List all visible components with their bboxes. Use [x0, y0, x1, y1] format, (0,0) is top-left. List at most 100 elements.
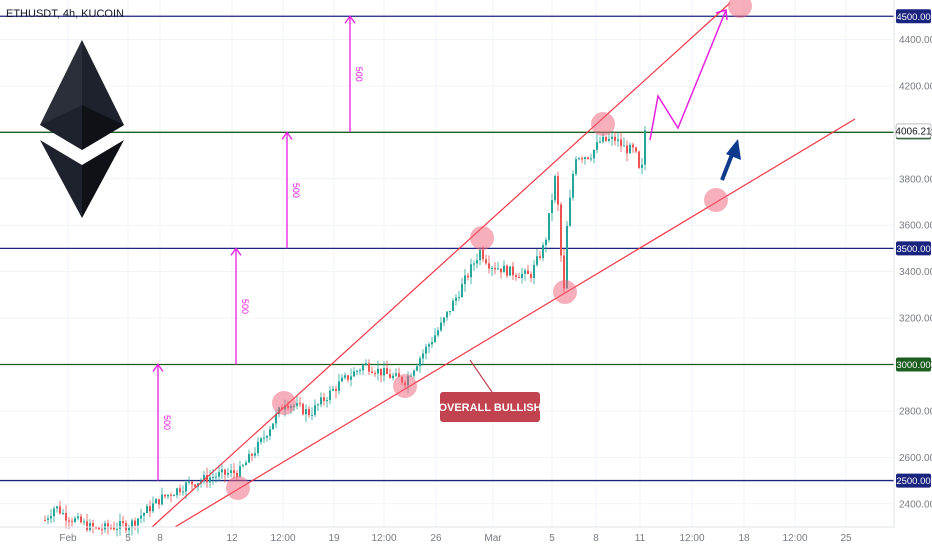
- candle-100: [344, 372, 346, 380]
- candle-151: [497, 261, 499, 270]
- candle-145: [479, 246, 481, 266]
- candle-127: [425, 343, 427, 360]
- candle-96: [332, 385, 334, 392]
- candle-1: [47, 514, 49, 525]
- candle-149: [491, 266, 493, 277]
- candle-39: [161, 487, 163, 506]
- candle-115: [389, 368, 391, 379]
- candle-36: [152, 496, 154, 514]
- channel-upper-line: [151, 2, 731, 528]
- candle-88: [308, 406, 310, 418]
- y-tick-label-6: 3600.00: [899, 221, 932, 232]
- candle-155: [509, 266, 511, 276]
- candle-65: [239, 460, 241, 478]
- candle-59: [221, 464, 223, 479]
- candle-176: [572, 170, 574, 201]
- x-tick-label-15: 25: [840, 533, 852, 544]
- candle-108: [368, 359, 370, 376]
- candle-37: [155, 497, 157, 504]
- candle-116: [392, 372, 394, 381]
- candle-148: [488, 255, 490, 274]
- candle-181: [587, 156, 589, 161]
- candle-101: [347, 374, 349, 383]
- candle-164: [536, 248, 538, 267]
- y-tick-label-5: 3400.00: [899, 267, 932, 278]
- candle-154: [506, 264, 508, 279]
- candle-138: [458, 290, 460, 302]
- candle-112: [380, 368, 382, 383]
- candle-162: [530, 271, 532, 283]
- x-tick-label-8: Mar: [484, 533, 502, 544]
- candle-161: [527, 264, 529, 275]
- candle-132: [440, 316, 442, 333]
- candle-106: [362, 363, 364, 375]
- candle-192: [620, 132, 622, 152]
- candle-53: [203, 470, 205, 485]
- candle-170: [554, 174, 556, 204]
- x-tick-label-7: 26: [430, 533, 442, 544]
- projection-arrowhead: [715, 9, 728, 21]
- candle-4: [56, 505, 58, 513]
- candle-24: [116, 522, 118, 537]
- candle-105: [359, 368, 361, 376]
- candle-93: [323, 392, 325, 406]
- candle-144: [476, 253, 478, 269]
- y-tick-label-10: 4400.00: [899, 35, 932, 46]
- candle-3: [53, 506, 55, 523]
- level-badge-label-2: 3500.00: [896, 244, 930, 255]
- plot-area[interactable]: [0, 0, 894, 527]
- candle-68: [248, 449, 250, 463]
- candle-178: [578, 156, 580, 161]
- candle-60: [224, 468, 226, 483]
- candle-130: [434, 328, 436, 343]
- bull-arrow-shaft: [720, 151, 735, 181]
- touch-point-5: [591, 112, 615, 136]
- candle-19: [101, 523, 103, 535]
- candle-102: [350, 368, 352, 387]
- candle-48: [188, 476, 190, 485]
- candle-89: [311, 407, 313, 421]
- candle-165: [539, 250, 541, 261]
- distance-arrow-0: 500: [152, 363, 172, 481]
- candle-107: [365, 359, 367, 367]
- distance-label-1: 500: [240, 299, 250, 314]
- candle-87: [305, 404, 307, 423]
- touch-point-7: [728, 0, 752, 18]
- y-tick-label-1: 2600.00: [899, 453, 932, 464]
- candle-174: [566, 220, 568, 289]
- distance-arrow-2: 500: [281, 131, 301, 249]
- last-price-label: 4006.21: [895, 126, 932, 137]
- candle-188: [608, 133, 610, 143]
- x-tick-label-1: 5: [125, 533, 131, 544]
- y-tick-label-7: 3800.00: [899, 174, 932, 185]
- candle-150: [494, 262, 496, 275]
- y-axis: 2400.00 2600.00 2800.00 3000.00 3200.00 3400.…: [895, 9, 932, 510]
- candle-90: [314, 399, 316, 418]
- candle-134: [446, 311, 448, 321]
- candle-110: [374, 370, 376, 377]
- level-badge-4: [896, 473, 931, 488]
- candle-118: [398, 367, 400, 378]
- candle-168: [548, 213, 550, 243]
- candle-163: [533, 260, 535, 285]
- candle-125: [419, 355, 421, 373]
- candle-128: [428, 342, 430, 354]
- touch-point-1: [272, 391, 296, 415]
- distance-label-0: 500: [162, 415, 172, 430]
- channel-lower-line: [174, 118, 856, 528]
- drawings: 500 500 500 500: [151, 0, 856, 528]
- x-tick-label-0: Feb: [59, 533, 77, 544]
- x-tick-label-6: 12:00: [371, 533, 396, 544]
- candle-42: [170, 492, 172, 503]
- annotation-label: OVERALL BULLISH: [438, 402, 541, 414]
- touch-point-6: [704, 188, 728, 212]
- candle-172: [560, 202, 562, 263]
- candle-33: [143, 512, 145, 523]
- candle-137: [455, 294, 457, 306]
- candle-72: [260, 436, 262, 445]
- candle-189: [611, 130, 613, 146]
- candle-114: [386, 360, 388, 375]
- candle-103: [353, 367, 355, 377]
- projection-path: [649, 9, 727, 141]
